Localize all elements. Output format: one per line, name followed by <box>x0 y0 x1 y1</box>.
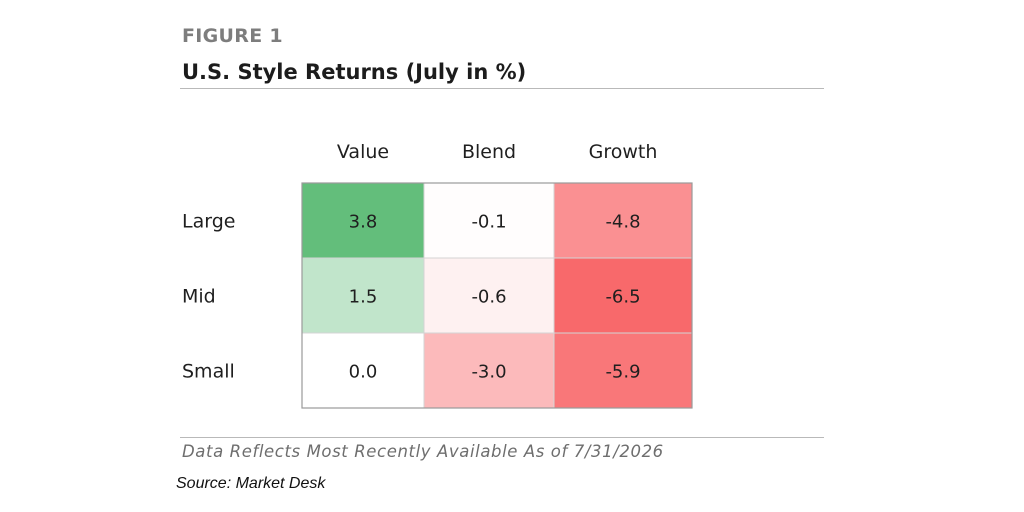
column-header-value: Value <box>337 141 389 163</box>
cell-value-small-growth: -5.9 <box>605 362 640 383</box>
column-header-blend: Blend <box>462 141 516 163</box>
heatmap-cell-mid-growth <box>553 257 693 334</box>
footer-divider <box>180 437 824 438</box>
cell-value-large-growth: -4.8 <box>605 212 640 233</box>
data-note: Data Reflects Most Recently Available As… <box>182 442 664 461</box>
cell-value-large-blend: -0.1 <box>471 212 506 233</box>
cell-value-mid-growth: -6.5 <box>605 287 640 308</box>
cell-value-large-value: 3.8 <box>349 212 378 233</box>
row-header-large: Large <box>182 211 235 233</box>
heatmap-cell-mid-value <box>301 257 425 334</box>
row-header-mid: Mid <box>182 286 216 308</box>
heatmap-cell-large-value <box>301 182 425 259</box>
heatmap-cell-small-value <box>301 332 425 409</box>
heatmap-cell-mid-blend <box>423 257 555 334</box>
row-header-small: Small <box>182 361 235 383</box>
cell-value-small-blend: -3.0 <box>471 362 506 383</box>
source-note: Source: Market Desk <box>176 475 326 492</box>
cell-value-small-value: 0.0 <box>349 362 378 383</box>
figure-title: U.S. Style Returns (July in %) <box>182 60 527 84</box>
title-divider <box>180 88 824 89</box>
heatmap-border <box>301 182 693 409</box>
cell-value-mid-value: 1.5 <box>349 287 378 308</box>
cell-value-mid-blend: -0.6 <box>471 287 506 308</box>
column-header-growth: Growth <box>589 141 658 163</box>
figure-label: FIGURE 1 <box>182 25 283 47</box>
heatmap-cell-small-growth <box>553 332 693 409</box>
